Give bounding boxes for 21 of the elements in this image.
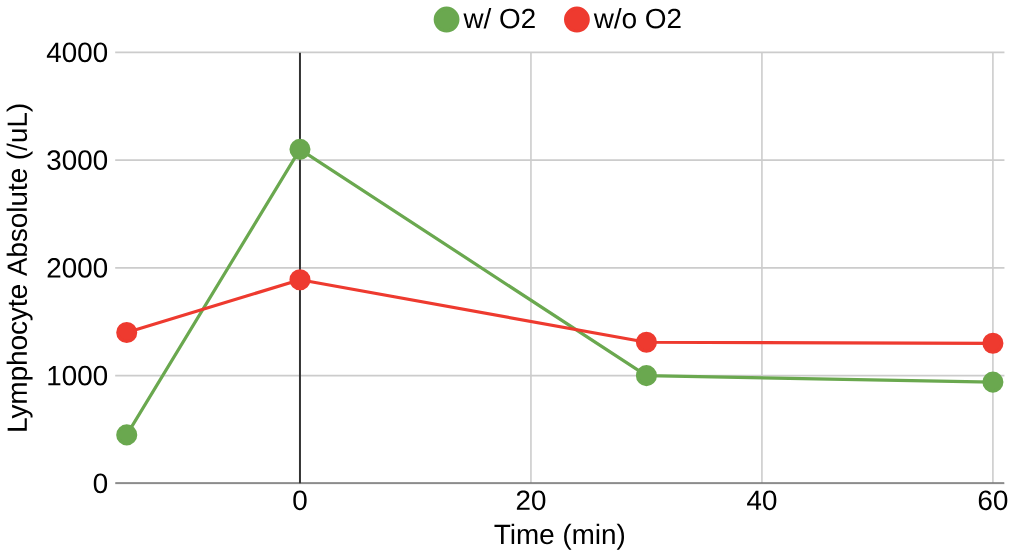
point [982, 371, 1004, 393]
point [982, 332, 1004, 354]
point [635, 364, 657, 387]
point [116, 321, 138, 343]
x-tick-label: 60 [978, 490, 1008, 510]
y-tick-label: 4000 [46, 42, 108, 63]
y-tick-label: 3000 [47, 150, 108, 170]
y-axis-title: Lymphocyte Absolute (/uL) [6, 104, 33, 431]
x-tick-label: 40 [747, 490, 777, 510]
point [289, 269, 311, 291]
y-tick-label: 0 [93, 473, 108, 494]
point [116, 424, 138, 446]
point [635, 331, 657, 353]
y-tick-label: 2000 [47, 257, 108, 278]
x-axis-title: Time (min) [494, 523, 625, 550]
x-tick-label: 20 [516, 490, 546, 510]
point [289, 138, 311, 160]
y-tick-label: 1000 [48, 365, 108, 386]
x-tick-label: 0 [293, 490, 307, 510]
legend-label: w/ O2 [463, 7, 535, 29]
legend-label: w/o O2 [593, 7, 681, 29]
